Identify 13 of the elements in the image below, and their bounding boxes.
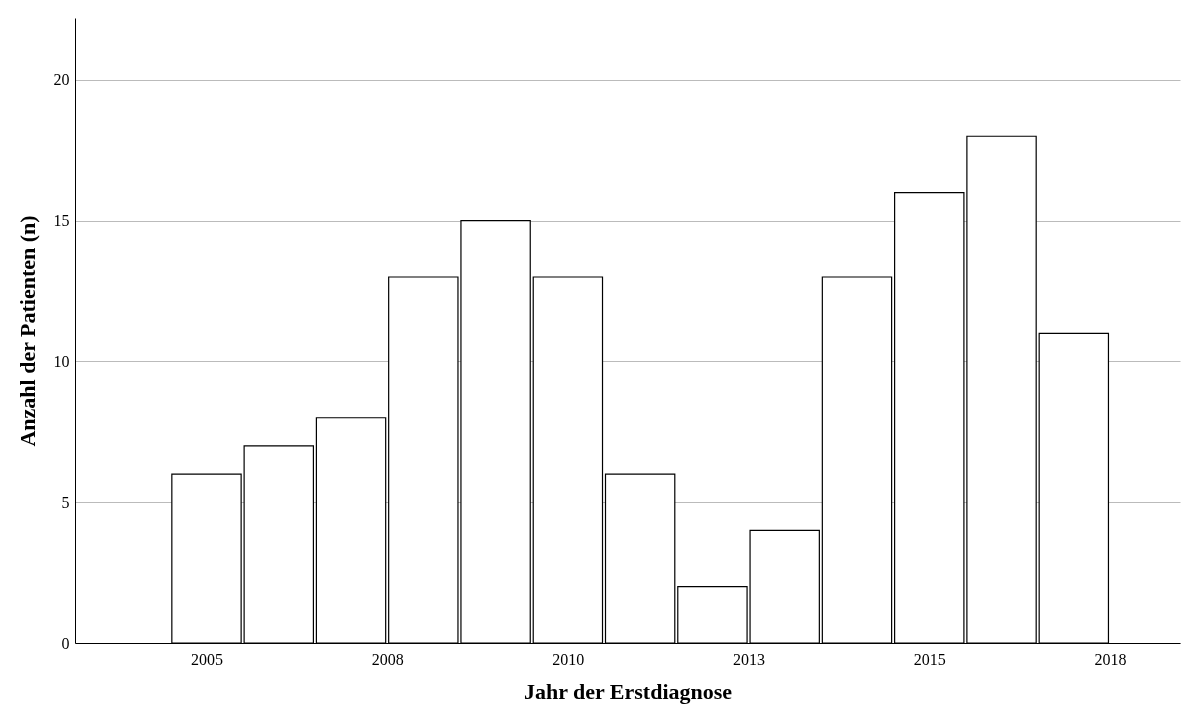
x-tick-label: 2010	[552, 650, 585, 668]
x-tick-label: 2015	[913, 650, 946, 668]
y-tick-label: 5	[61, 493, 70, 511]
y-tick-label: 20	[53, 71, 70, 89]
y-tick-label: 10	[53, 352, 70, 370]
x-tick-label: 2005	[190, 650, 223, 668]
x-tick-label: 2013	[733, 650, 766, 668]
x-tick-label: 2018	[1094, 650, 1127, 668]
y-axis-title: Anzahl der Patienten (n)	[14, 215, 40, 447]
x-axis-title: Jahr der Erstdiagnose	[523, 678, 733, 704]
x-tick-label: 2008	[371, 650, 404, 668]
y-tick-label: 0	[61, 634, 70, 652]
y-tick-label: 15	[53, 212, 70, 230]
